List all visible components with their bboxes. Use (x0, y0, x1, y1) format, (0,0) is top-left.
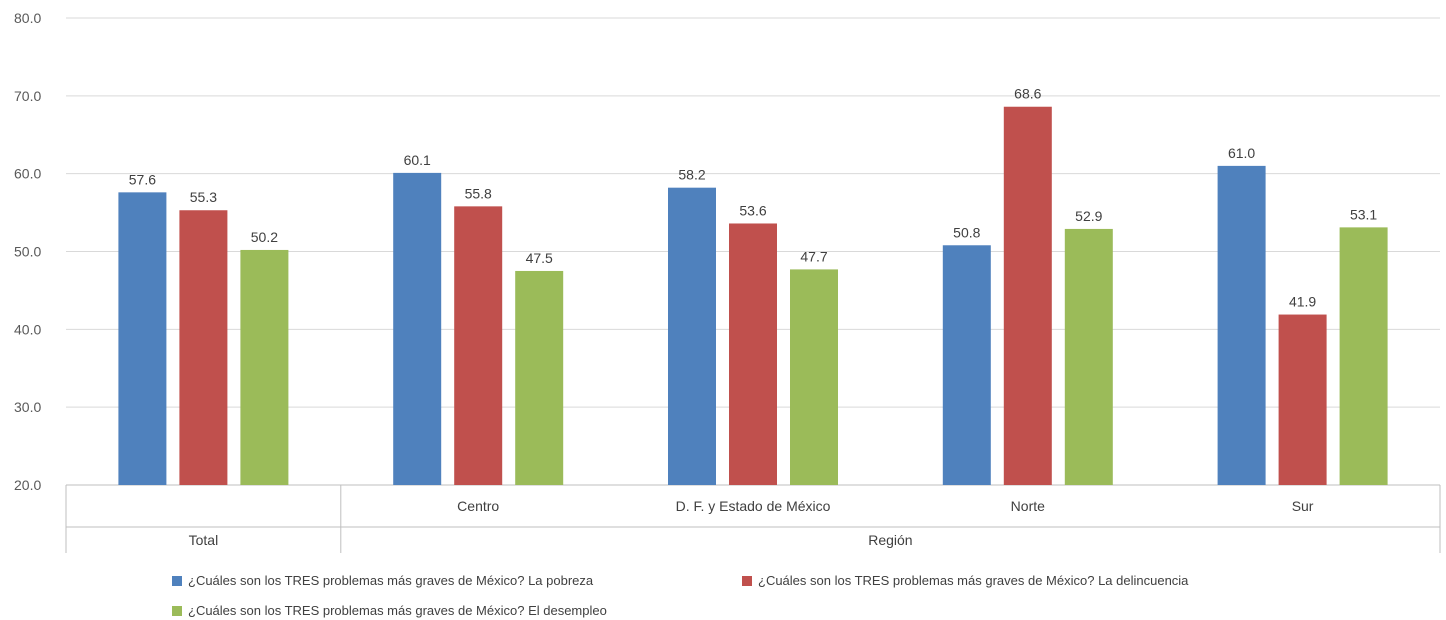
bar (942, 245, 991, 485)
data-label: 55.3 (190, 189, 217, 205)
legend: ¿Cuáles son los TRES problemas más grave… (0, 565, 1446, 620)
y-tick-label: 20.0 (14, 477, 41, 493)
legend-label-desempleo: ¿Cuáles son los TRES problemas más grave… (188, 603, 607, 618)
legend-swatch-desempleo (172, 605, 182, 616)
y-tick-label: 80.0 (14, 10, 41, 26)
x-tick-label: Sur (1292, 498, 1314, 514)
legend-item-delincuencia: ¿Cuáles son los TRES problemas más grave… (742, 573, 1188, 588)
bar (454, 206, 503, 485)
bar (1003, 106, 1052, 485)
data-label: 61.0 (1228, 145, 1255, 161)
y-tick-label: 60.0 (14, 166, 41, 182)
data-label: 47.5 (526, 250, 553, 266)
bar (790, 269, 838, 485)
bar (240, 249, 289, 485)
legend-label-delincuencia: ¿Cuáles son los TRES problemas más grave… (758, 573, 1189, 588)
data-label: 41.9 (1289, 294, 1316, 310)
bar (1217, 165, 1266, 485)
bar (179, 210, 228, 485)
bar (515, 270, 564, 485)
legend-label-pobreza: ¿Cuáles son los TRES problemas más grave… (188, 573, 594, 588)
category-group-label: Región (868, 532, 912, 548)
data-label: 60.1 (404, 152, 431, 168)
y-tick-label: 40.0 (14, 321, 41, 337)
y-tick-label: 70.0 (14, 88, 41, 104)
data-label: 50.2 (251, 229, 278, 245)
data-label: 52.9 (1075, 208, 1102, 224)
data-label: 53.6 (739, 202, 766, 218)
bar (1339, 227, 1388, 485)
legend-item-desempleo: ¿Cuáles son los TRES problemas más grave… (172, 603, 607, 618)
data-label: 53.1 (1350, 206, 1377, 222)
bar (393, 172, 442, 485)
bar (1064, 228, 1113, 485)
data-label: 50.8 (953, 224, 980, 240)
legend-item-pobreza: ¿Cuáles son los TRES problemas más grave… (172, 573, 593, 588)
x-tick-label: Norte (1011, 498, 1045, 514)
data-label: 68.6 (1014, 86, 1041, 102)
x-tick-label: D. F. y Estado de México (676, 498, 831, 514)
bar (729, 223, 777, 486)
bar (118, 192, 167, 485)
bar (668, 187, 716, 485)
legend-swatch-delincuencia (742, 575, 752, 586)
data-label: 58.2 (678, 167, 705, 183)
legend-swatch-pobreza (172, 575, 182, 586)
y-tick-label: 50.0 (14, 244, 41, 260)
data-label: 47.7 (800, 248, 827, 264)
bar-chart-svg: 20.0 30.0 40.0 50.0 60.0 70.0 80.0 57.6 60.1 58.2… (14, 10, 1441, 553)
bar (1278, 314, 1327, 485)
category-group-label: Total (189, 532, 219, 548)
x-tick-label: Centro (457, 498, 499, 514)
y-tick-label: 30.0 (14, 399, 41, 415)
data-label: 55.8 (465, 185, 492, 201)
data-label: 57.6 (129, 171, 156, 187)
